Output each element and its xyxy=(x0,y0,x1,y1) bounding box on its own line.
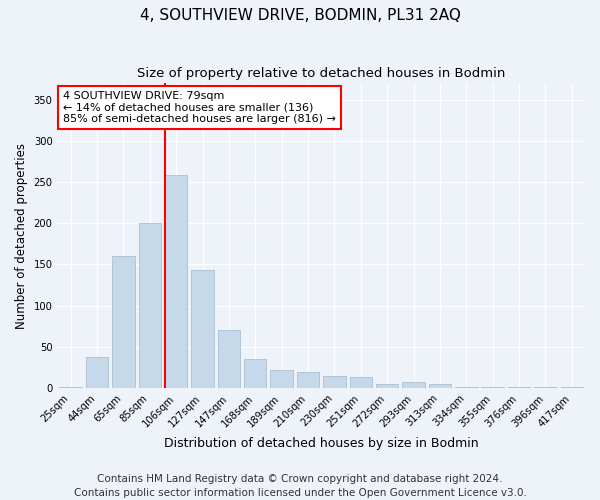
Bar xyxy=(429,384,451,388)
Bar xyxy=(271,370,293,388)
Bar xyxy=(165,176,187,388)
Bar xyxy=(376,384,398,388)
Text: 4, SOUTHVIEW DRIVE, BODMIN, PL31 2AQ: 4, SOUTHVIEW DRIVE, BODMIN, PL31 2AQ xyxy=(140,8,460,22)
Bar xyxy=(244,360,266,388)
Bar xyxy=(297,372,319,388)
Bar xyxy=(481,386,504,388)
Bar xyxy=(86,357,108,388)
Text: 4 SOUTHVIEW DRIVE: 79sqm
← 14% of detached houses are smaller (136)
85% of semi-: 4 SOUTHVIEW DRIVE: 79sqm ← 14% of detach… xyxy=(62,90,335,124)
Text: Contains HM Land Registry data © Crown copyright and database right 2024.
Contai: Contains HM Land Registry data © Crown c… xyxy=(74,474,526,498)
Bar xyxy=(403,382,425,388)
Bar xyxy=(59,386,82,388)
Bar xyxy=(139,224,161,388)
Bar xyxy=(218,330,240,388)
Title: Size of property relative to detached houses in Bodmin: Size of property relative to detached ho… xyxy=(137,68,505,80)
Bar xyxy=(323,376,346,388)
Bar xyxy=(191,270,214,388)
X-axis label: Distribution of detached houses by size in Bodmin: Distribution of detached houses by size … xyxy=(164,437,479,450)
Bar xyxy=(350,378,372,388)
Y-axis label: Number of detached properties: Number of detached properties xyxy=(15,142,28,328)
Bar xyxy=(112,256,134,388)
Bar xyxy=(560,386,583,388)
